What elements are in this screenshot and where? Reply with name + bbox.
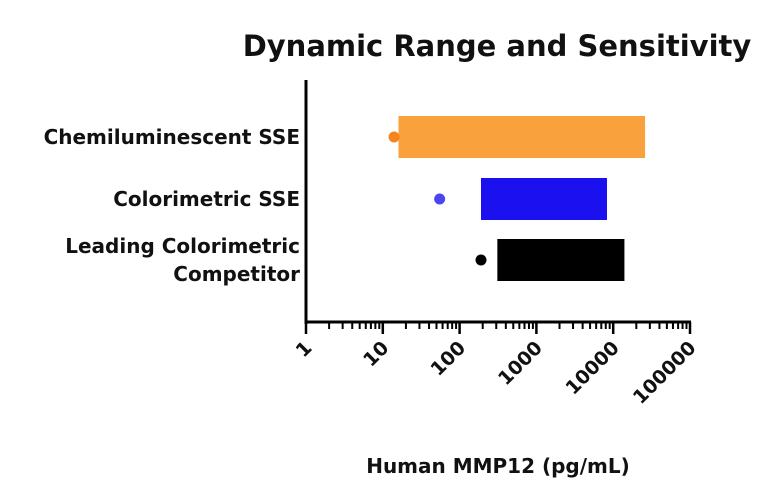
range-bar-0: [398, 116, 646, 158]
x-axis-label: Human MMP12 (pg/mL): [366, 454, 630, 478]
category-label-2-line-0: Leading Colorimetric: [65, 234, 300, 258]
x-tick-label-10: 10: [359, 337, 393, 371]
x-axis-ticks: [304, 322, 692, 334]
sensitivity-points: [388, 131, 487, 266]
x-axis-tick-labels: 1 10 100 1000 10000 100000: [292, 337, 701, 409]
range-bar-1: [481, 178, 607, 220]
x-tick-label-1: 1: [292, 337, 317, 362]
chart-title: Dynamic Range and Sensitivity: [243, 29, 752, 63]
sensitivity-point-1: [434, 193, 446, 205]
x-tick-label-10000: 10000: [561, 337, 623, 399]
x-tick-label-1000: 1000: [494, 337, 547, 390]
category-label-2-line-1: Competitor: [173, 262, 300, 286]
category-label-0: Chemiluminescent SSE: [44, 125, 300, 149]
x-tick-label-100000: 100000: [629, 337, 701, 409]
x-tick-label-100: 100: [427, 337, 471, 381]
range-bars: [398, 116, 646, 281]
category-label-1: Colorimetric SSE: [113, 187, 300, 211]
sensitivity-point-2: [475, 254, 487, 266]
category-labels: Chemiluminescent SSE Colorimetric SSE Lead…: [44, 125, 301, 286]
range-bar-2: [497, 239, 625, 281]
sensitivity-point-0: [388, 131, 400, 143]
